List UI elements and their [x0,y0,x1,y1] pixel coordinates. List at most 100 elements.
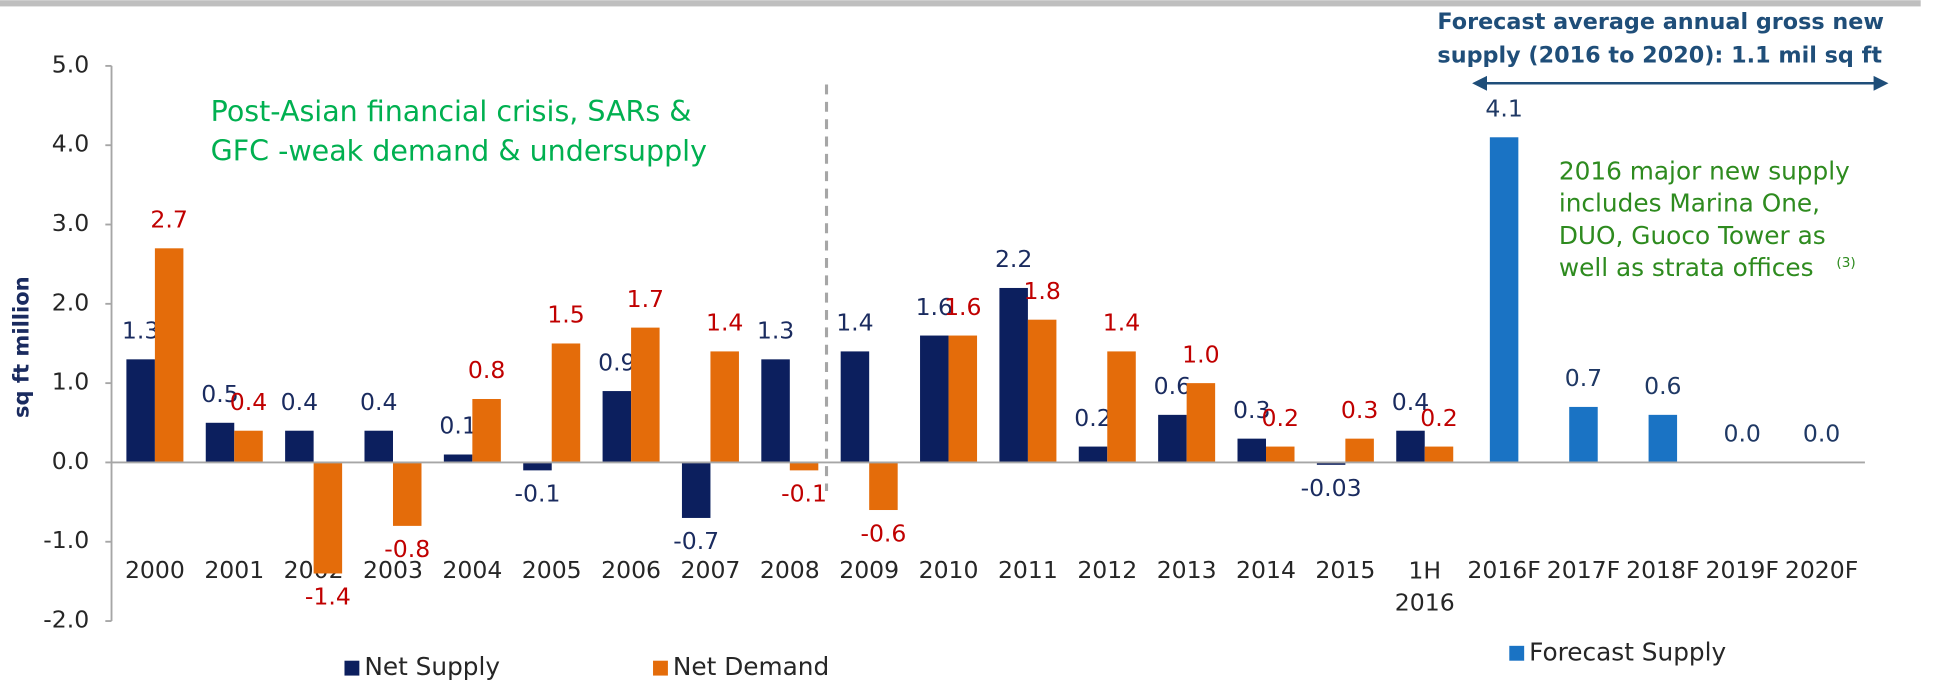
bar [551,343,581,463]
period-note: Post-Asian financial crisis, SARs & [211,95,692,128]
x-tick-label: 2004 [442,556,502,584]
bar [472,398,501,463]
bar [205,422,235,463]
supply-note: well as strata offices [1559,253,1814,282]
data-label: 0.4 [281,388,318,416]
data-label: 0.4 [1392,388,1429,416]
forecast-header: Forecast average annual gross new [1437,9,1884,35]
data-label: -0.1 [515,480,561,508]
data-label: 0.1 [439,412,476,440]
data-label: 1.4 [706,309,743,337]
bar [710,351,739,463]
data-label: 0.7 [1565,364,1602,392]
bar [523,462,552,471]
bar [154,248,184,463]
bar [602,391,632,463]
bar [364,430,393,463]
data-label: -0.1 [781,480,827,508]
data-label: 0.5 [201,380,238,408]
y-tick-label: 4.0 [52,130,89,158]
bar [126,359,155,463]
y-tick-label: 1.0 [52,368,89,396]
bar [681,462,711,518]
data-label: 1.4 [1103,309,1140,337]
x-tick-label: 2000 [125,556,185,584]
data-label: 0.2 [1262,404,1299,432]
legend-swatch [653,660,668,676]
bar [1078,446,1108,463]
period-note: GFC -weak demand & undersupply [211,135,707,168]
bar [313,462,343,574]
x-tick-label: 2006 [601,556,661,584]
forecast-header: supply (2016 to 2020): 1.1 mil sq ft [1437,42,1882,68]
data-label: 1.4 [836,309,873,337]
x-tick-label: 2011 [998,556,1058,584]
y-tick-label: -1.0 [43,526,89,554]
supply-note: DUO, Guoco Tower as [1559,221,1826,250]
bar [443,454,473,463]
x-tick-label: 2016F [1467,556,1540,584]
data-label: 0.2 [1420,404,1457,432]
data-label: 0.6 [1154,372,1191,400]
arrow-head [1472,75,1487,91]
bar [631,327,660,463]
x-tick-label: 2012 [1077,556,1137,584]
data-label: -1.4 [305,583,351,611]
data-label: 0.3 [1233,396,1270,424]
data-label: 1.5 [547,301,584,329]
data-label: 1.3 [122,317,159,345]
data-label: 0.0 [1803,420,1840,448]
bar [840,351,870,463]
data-label: 0.9 [598,348,635,376]
y-tick-label: 3.0 [52,209,89,237]
legend-label: Forecast Supply [1529,637,1726,666]
data-label: 0.2 [1074,404,1111,432]
bar [761,359,790,463]
bar [1424,446,1454,463]
bar [920,335,949,463]
data-label: -0.8 [384,535,430,563]
x-tick-label: 2008 [760,556,820,584]
x-tick-label: 2010 [919,556,979,584]
x-tick-label: 2007 [681,556,741,584]
top-rule [0,0,1921,7]
bar [234,430,263,463]
data-label: 0.8 [468,356,505,384]
bar [1158,414,1187,463]
x-tick-label: 2019F [1705,556,1778,584]
arrow-head [1873,75,1889,91]
data-label: 1.3 [757,317,794,345]
data-label: 0.4 [360,388,397,416]
bar [948,335,978,463]
bar [1186,383,1216,463]
bar [789,462,819,471]
bar [1107,351,1136,463]
legend-label: Net Supply [364,652,500,681]
x-tick-label: 2013 [1157,556,1217,584]
x-tick-label: 2009 [839,556,899,584]
data-label: 4.1 [1485,95,1522,123]
data-label: 0.3 [1341,396,1378,424]
x-tick-label: 2001 [204,556,264,584]
y-tick-label: 2.0 [52,288,89,316]
data-label: 0.4 [230,388,267,416]
x-tick-label: 1H 2016 [1395,556,1455,616]
y-axis-label: sq ft million [8,276,33,418]
x-tick-label: 2015 [1315,556,1375,584]
bar [999,287,1028,463]
supply-note: 2016 major new supply [1559,156,1850,185]
x-tick-label: 2017F [1547,556,1620,584]
data-label: 1.8 [1023,277,1060,305]
legend-label: Net Demand [673,652,829,681]
data-label: -0.7 [673,527,719,555]
y-tick-label: 5.0 [52,50,89,78]
bar [1237,438,1267,463]
supply-note: includes Marina One, [1559,189,1820,218]
bar [1489,137,1519,463]
bar [285,430,314,463]
bar [1396,430,1425,463]
x-tick-label: 2014 [1236,556,1296,584]
data-label: 1.6 [916,293,953,321]
bar [1266,446,1295,463]
